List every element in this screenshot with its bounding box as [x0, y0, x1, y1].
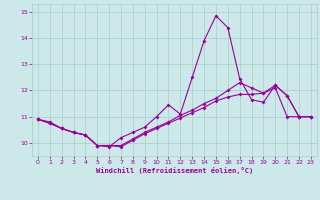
X-axis label: Windchill (Refroidissement éolien,°C): Windchill (Refroidissement éolien,°C): [96, 167, 253, 174]
